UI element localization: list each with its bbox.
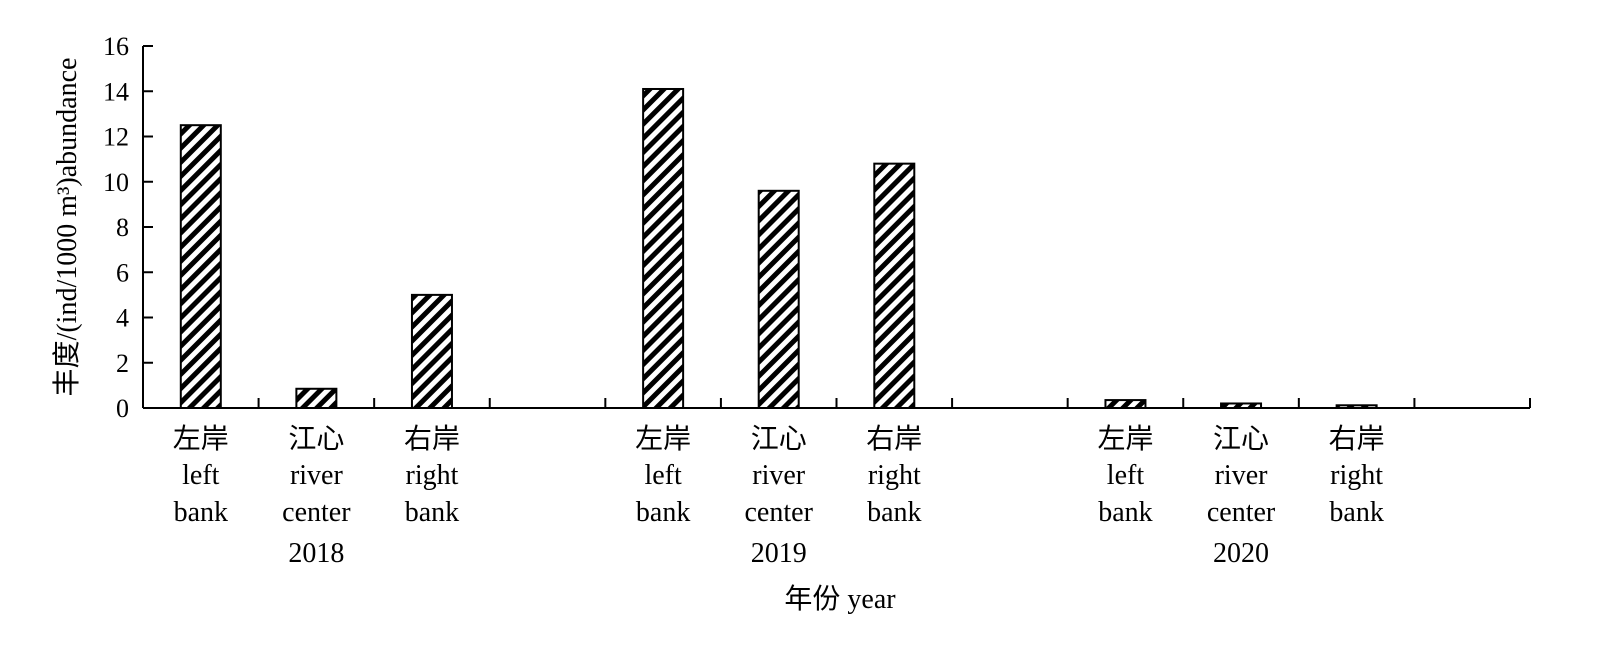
category-label-cn: 右岸 — [866, 423, 922, 455]
bar — [295, 387, 338, 409]
bar — [1104, 399, 1147, 409]
category-label-en: bank — [405, 497, 459, 528]
x-axis-title: 年份 year — [784, 583, 896, 615]
y-tick-label: 4 — [116, 304, 129, 333]
bar — [642, 87, 685, 410]
group-year-label: 2019 — [751, 538, 807, 569]
category-label-en: bank — [1098, 497, 1152, 528]
y-tick-label: 8 — [116, 213, 129, 242]
group-year-label: 2020 — [1213, 538, 1269, 569]
y-tick-label: 6 — [116, 258, 129, 287]
y-tick-label: 2 — [116, 349, 129, 378]
category-label-cn: 左岸 — [1097, 423, 1153, 455]
category-label-en: river — [290, 460, 344, 491]
bar — [1220, 402, 1263, 410]
category-label-en: bank — [636, 497, 690, 528]
category-label-cn: 江心 — [751, 423, 807, 455]
category-label-en: bank — [867, 497, 921, 528]
y-tick-label: 12 — [103, 123, 129, 152]
category-label-cn: 右岸 — [404, 423, 460, 455]
category-label-cn: 江心 — [1213, 423, 1269, 455]
bars — [179, 87, 1378, 410]
category-label-en: left — [1107, 460, 1145, 491]
category-label-en: center — [1207, 497, 1276, 528]
y-tick-label: 0 — [116, 394, 129, 423]
bar — [410, 293, 453, 409]
y-tick-label: 14 — [103, 77, 129, 106]
category-label-en: right — [406, 460, 459, 491]
y-axis: 0 2 4 6 8 10 12 14 16 — [103, 32, 153, 423]
category-label-cn: 江心 — [288, 423, 344, 455]
category-label-en: bank — [174, 497, 228, 528]
category-label-cn: 右岸 — [1329, 423, 1385, 455]
category-label-en: bank — [1329, 497, 1383, 528]
category-label-en: left — [182, 460, 220, 491]
category-label-en: center — [282, 497, 351, 528]
category-label-cn: 左岸 — [635, 423, 691, 455]
category-label-en: right — [868, 460, 921, 491]
bar — [757, 189, 800, 409]
y-tick-label: 10 — [103, 168, 129, 197]
category-label-en: left — [644, 460, 682, 491]
category-label-en: river — [752, 460, 806, 491]
x-axis — [143, 398, 1531, 409]
y-tick-label: 16 — [103, 32, 129, 61]
category-label-en: right — [1330, 460, 1383, 491]
bar — [179, 124, 222, 409]
bar — [1335, 404, 1378, 410]
category-label-cn: 左岸 — [173, 423, 229, 455]
category-label-en: river — [1215, 460, 1269, 491]
bar — [873, 162, 916, 409]
category-label-en: center — [745, 497, 814, 528]
group-year-label: 2018 — [288, 538, 344, 569]
y-axis-title: 丰度/(ind/1000 m³)abundance — [51, 58, 83, 397]
category-labels: 左岸 left bank 江心 river center 右岸 right bank 2018 左岸… — [173, 423, 1385, 569]
